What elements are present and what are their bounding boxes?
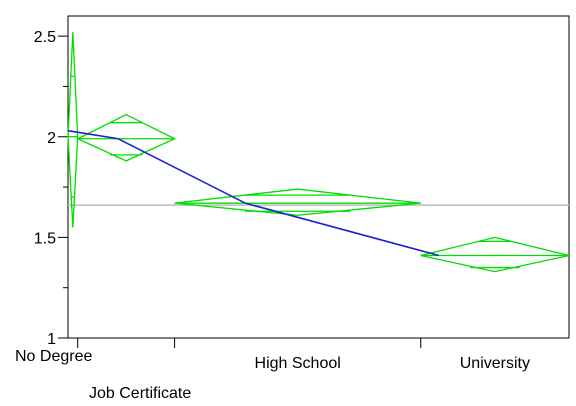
x-category-label: No Degree bbox=[15, 348, 92, 365]
y-tick-label: 1.5 bbox=[34, 230, 56, 247]
mean-diamond bbox=[76, 113, 177, 162]
mean-diamond bbox=[420, 236, 570, 273]
mean-diamonds bbox=[67, 32, 570, 273]
mean-diamond bbox=[67, 32, 79, 228]
x-category-label: University bbox=[460, 355, 530, 372]
trend-line bbox=[67, 129, 439, 257]
x-category-label: High School bbox=[255, 355, 341, 372]
y-tick-label: 1 bbox=[47, 331, 56, 348]
plot-frame bbox=[67, 15, 570, 339]
plot-border bbox=[67, 15, 570, 339]
trend-line-group bbox=[67, 129, 439, 257]
x-axis: No Degree Job Certificate High School Unive… bbox=[15, 338, 530, 402]
y-tick-label: 2 bbox=[47, 130, 56, 147]
x-category-label: Job Certificate bbox=[89, 385, 191, 402]
y-axis: 1 1.5 2 2.5 bbox=[34, 29, 68, 348]
y-tick-label: 2.5 bbox=[34, 29, 56, 46]
